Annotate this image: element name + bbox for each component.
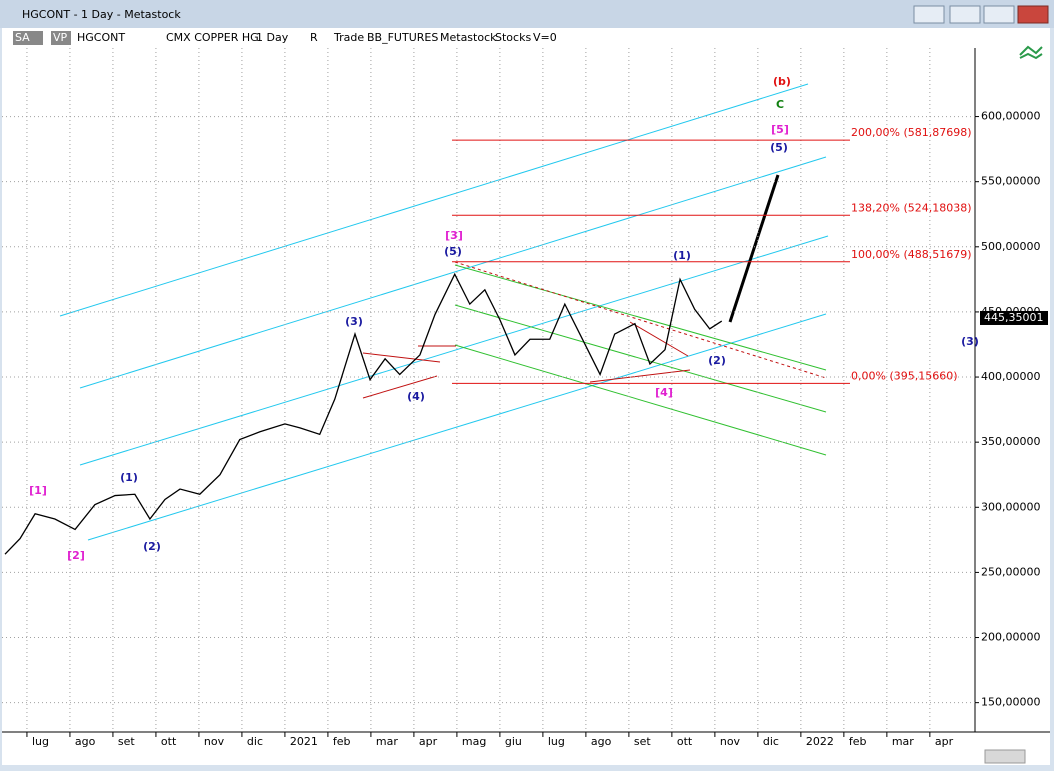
wave-label: (2) <box>143 540 161 553</box>
x-tick-label: ott <box>677 735 693 748</box>
y-tick-label: 550,00000 <box>981 175 1041 188</box>
toolbar-label: Metastock <box>440 31 497 44</box>
channel-line <box>59 83 809 317</box>
chart-icon <box>1019 45 1043 60</box>
restore-button[interactable] <box>913 5 945 24</box>
window-title: HGCONT - 1 Day - Metastock <box>22 8 181 21</box>
y-tick-label: 500,00000 <box>981 240 1041 253</box>
projection-line <box>728 174 780 323</box>
toolbar-button[interactable] <box>51 31 71 45</box>
fib-label: 100,00% (488,51679) <box>851 248 972 261</box>
toolbar-label: R <box>310 31 318 44</box>
fib-label: 0,00% (395,15660) <box>851 369 958 382</box>
wave-label: [3] <box>445 229 463 242</box>
x-tick-label: giu <box>505 735 522 748</box>
toolbar-label: Trade <box>333 31 364 44</box>
fib-label: 138,20% (524,18038) <box>851 201 972 214</box>
trend-line <box>362 352 441 363</box>
toolbar: SA VP HGCONT CMX COPPER HG1 Day R Trade BB_FUT… <box>13 31 557 45</box>
x-tick-label: set <box>634 735 651 748</box>
y-tick-label: 350,00000 <box>981 435 1041 448</box>
price-line <box>4 272 723 555</box>
trend-line <box>589 369 691 383</box>
y-tick-label: 600,00000 <box>981 110 1041 123</box>
x-tick-label: feb <box>333 735 351 748</box>
channel-line <box>87 313 827 541</box>
wave-label: (b) <box>773 75 791 88</box>
minimize-button[interactable] <box>949 5 981 24</box>
wave-label: [1] <box>29 484 47 497</box>
y-tick-label: 150,00000 <box>981 696 1041 709</box>
last-price-label: 445,35001 <box>984 311 1044 324</box>
x-tick-label: 2021 <box>290 735 318 748</box>
wave-label: (1) <box>120 471 138 484</box>
last-price-tag <box>980 310 1048 325</box>
x-tick-label: mar <box>892 735 914 748</box>
wave-label: [4] <box>655 386 673 399</box>
wave-label: (3) <box>345 315 363 328</box>
wave-label: (1) <box>673 249 691 262</box>
channel-line <box>79 235 829 466</box>
wave-label: (4) <box>407 390 425 403</box>
channel-line <box>454 304 827 413</box>
trend-line <box>454 261 827 379</box>
toolbar-label: VP <box>53 31 68 44</box>
channel-line <box>79 156 827 389</box>
x-tick-label: apr <box>419 735 438 748</box>
toolbar-label: BB_FUTURES <box>367 31 438 44</box>
trend-line <box>362 375 438 399</box>
x-tick-label: set <box>118 735 135 748</box>
x-tick-label: 2022 <box>806 735 834 748</box>
x-tick-label: mar <box>376 735 398 748</box>
x-tick-label: mag <box>462 735 486 748</box>
y-tick-label: 300,00000 <box>981 500 1041 513</box>
x-tick-label: apr <box>935 735 954 748</box>
toolbar-label: CMX COPPER HG <box>166 31 259 44</box>
green-channel <box>454 264 827 456</box>
wave-label: (2) <box>708 354 726 367</box>
channel-line <box>454 264 827 371</box>
wave-label: (5) <box>770 141 788 154</box>
close-button[interactable] <box>1017 5 1049 24</box>
trend-line <box>629 321 689 357</box>
toolbar-label: 1 Day <box>256 31 289 44</box>
x-tick-label: nov <box>720 735 741 748</box>
maximize-button[interactable] <box>983 5 1015 24</box>
chart-area <box>2 28 1050 765</box>
toolbar-label: SA <box>15 31 30 44</box>
toolbar-label: Stocks <box>495 31 531 44</box>
x-tick-label: lug <box>32 735 49 748</box>
wave-label: [5] <box>771 123 789 136</box>
wave-label: (5) <box>444 245 462 258</box>
title-bar <box>0 0 1054 28</box>
x-tick-label: dic <box>247 735 263 748</box>
y-tick-label: 250,00000 <box>981 565 1041 578</box>
y-tick-label: 400,00000 <box>981 370 1041 383</box>
wave-label: C <box>776 98 784 111</box>
triangles <box>362 261 827 399</box>
wave-label: (3) <box>961 335 979 348</box>
x-tick-label: ago <box>591 735 612 748</box>
toolbar-label: HGCONT <box>77 31 125 44</box>
toolbar-label: V=0 <box>533 31 557 44</box>
channel-line <box>454 344 827 456</box>
x-tick-label: nov <box>204 735 225 748</box>
x-tick-label: ott <box>161 735 177 748</box>
x-tick-label: ago <box>75 735 96 748</box>
scrollbar[interactable] <box>984 749 1026 764</box>
wave-label: [2] <box>67 549 85 562</box>
y-tick-label: 200,00000 <box>981 631 1041 644</box>
x-tick-label: feb <box>849 735 867 748</box>
channel-lines <box>59 83 829 541</box>
toolbar-button[interactable] <box>13 31 43 45</box>
x-tick-label: lug <box>548 735 565 748</box>
x-tick-label: dic <box>763 735 779 748</box>
fib-label: 200,00% (581,87698) <box>851 126 972 139</box>
